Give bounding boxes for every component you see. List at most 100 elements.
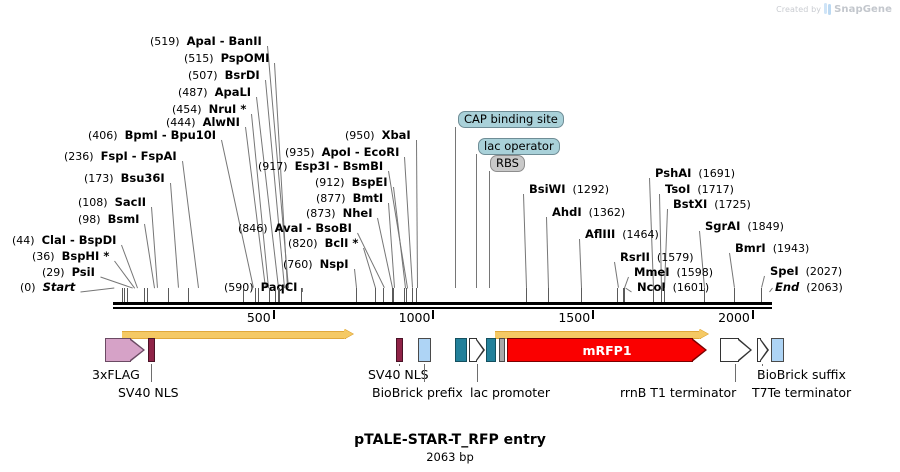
backbone-tick [278,288,279,302]
feature-badge-lac-operator: lac operator [478,138,560,155]
enzyme-label-NspI: (760) NspI [283,257,349,271]
enzyme-label-AflIII: AflIII (1464) [585,227,659,241]
enzyme-label-PaqCI: (590) PaqCI [224,280,298,294]
backbone-tick [404,288,405,302]
backbone-tick [275,288,276,302]
enzyme-label-BmrI: BmrI (1943) [735,241,810,255]
leader-line-PaqCI [302,288,303,292]
leader-line-Start [80,287,115,293]
map-feature-mrfp1[interactable]: mRFP1 [507,338,707,362]
map-feature-label-rrnb-t1-terminator: rrnB T1 terminator [620,385,737,400]
leader-line-AflIII [579,238,582,289]
enzyme-label-AhdI: AhdI (1362) [552,205,626,219]
map-feature-label-stem [424,364,425,382]
map-feature-label-stem [399,364,400,366]
orf-arrow-head [344,329,353,339]
enzyme-label-BclI: (820) BclI * [288,236,359,250]
backbone-tick [664,288,665,302]
map-feature-head [760,339,767,360]
map-feature-body [469,338,477,362]
map-feature-label-stem [735,364,736,382]
leader-line-MmeI [624,276,629,289]
orf-arrow-1 [122,329,355,339]
backbone-tick [124,288,125,302]
backbone-tick [127,288,128,302]
axis-tick [752,310,754,319]
map-feature-lac-promoter[interactable] [469,338,485,362]
backbone-tick [356,288,357,302]
backbone-tick [147,288,148,302]
leader-line-NcoI [625,287,632,293]
backbone-tick [301,288,302,302]
axis-tick-label: 1500 [558,310,591,325]
backbone-tick [393,288,394,302]
axis-tick [273,310,275,319]
leader-line-SgrAI [699,230,705,289]
enzyme-label-PshAI: PshAI (1691) [655,166,736,180]
map-feature-label-t7te-terminator: T7Te terminator [752,385,852,400]
map-feature-sv40-nls[interactable] [396,338,403,362]
map-feature-head [692,339,705,360]
watermark-prefix: Created by [776,4,822,14]
enzyme-label-SacII: (108) SacII [78,195,146,209]
enzyme-label-ApaI: (519) ApaI - BanII [150,34,262,48]
enzyme-label-MmeI: MmeI (1598) [634,265,714,279]
enzyme-label-ApoI: (935) ApoI - EcoRI [285,145,400,159]
map-feature-biobrick-prefix[interactable] [418,338,431,362]
map-feature-biobrick-suffix[interactable] [771,338,784,362]
backbone-tick [661,288,662,302]
map-feature-lac-operator[interactable] [486,338,496,362]
leader-line-SpeI [761,275,765,289]
map-feature-inline-label: mRFP1 [582,342,632,358]
leader-line-NspI [354,268,357,289]
orf-arrow-head [699,329,708,339]
backbone-tick [548,288,549,302]
map-feature-label-3xflag: 3xFLAG [92,367,140,382]
enzyme-label-FspI: (236) FspI - FspAI [64,149,177,163]
map-feature-body [507,338,693,362]
enzyme-label-XbaI: (950) XbaI [345,128,411,142]
backbone-tick [279,288,280,302]
map-feature-head [737,339,750,360]
leader-line-FspI [182,160,199,289]
map-feature-head [476,339,483,360]
map-feature-label-lac-promoter: lac promoter [470,385,550,400]
backbone-tick [375,288,376,302]
enzyme-label-BspEI: (912) BspEI [315,175,388,189]
leader-line-BspEI [393,186,406,289]
map-feature-sv40-nls[interactable] [148,338,155,362]
backbone-tick [617,288,618,302]
map-feature-label-biobrick-suffix: BioBrick suffix [757,367,846,382]
enzyme-label-AvaI: (846) AvaI - BsoBI [238,221,352,235]
enzyme-label-SgrAI: SgrAI (1849) [705,219,784,233]
enzyme-label-BpmI: (406) BpmI - Bpu10I [88,128,217,142]
snapgene-logo-icon [824,3,831,15]
watermark-brand: SnapGene [834,3,892,15]
leader-line-Bsu36I [170,182,179,289]
backbone-tick [243,288,244,302]
axis-tick-label: 500 [246,310,271,325]
backbone-tick [383,288,384,302]
map-feature-cap-binding-site[interactable] [455,338,467,362]
backbone-tick [416,288,417,302]
enzyme-label-BspHI: (36) BspHI * [32,249,110,263]
badge-leader-cap-binding-site [455,127,456,288]
leader-line-End [769,287,773,293]
leader-line-BmrI [729,252,735,289]
axis-tick-label: 2000 [718,310,750,325]
enzyme-label-BsmI: (98) BsmI [78,212,140,226]
backbone-tick [412,288,413,302]
backbone-tick [188,288,189,302]
enzyme-label-NheI: (873) NheI [306,206,373,220]
map-feature-t7te-terminator[interactable] [757,338,769,362]
map-feature-label-sv40-nls: SV40 NLS [368,367,429,382]
map-feature-3xflag[interactable] [105,338,145,362]
backbone-tick [144,288,145,302]
map-feature-body [757,338,761,362]
map-feature-label-biobrick-prefix: BioBrick prefix [372,385,463,400]
map-feature-rbs[interactable] [499,338,505,362]
backbone-tick [526,288,527,302]
map-feature-rrnb-t1-terminator[interactable] [720,338,752,362]
leader-line-BsiWI [523,193,527,289]
